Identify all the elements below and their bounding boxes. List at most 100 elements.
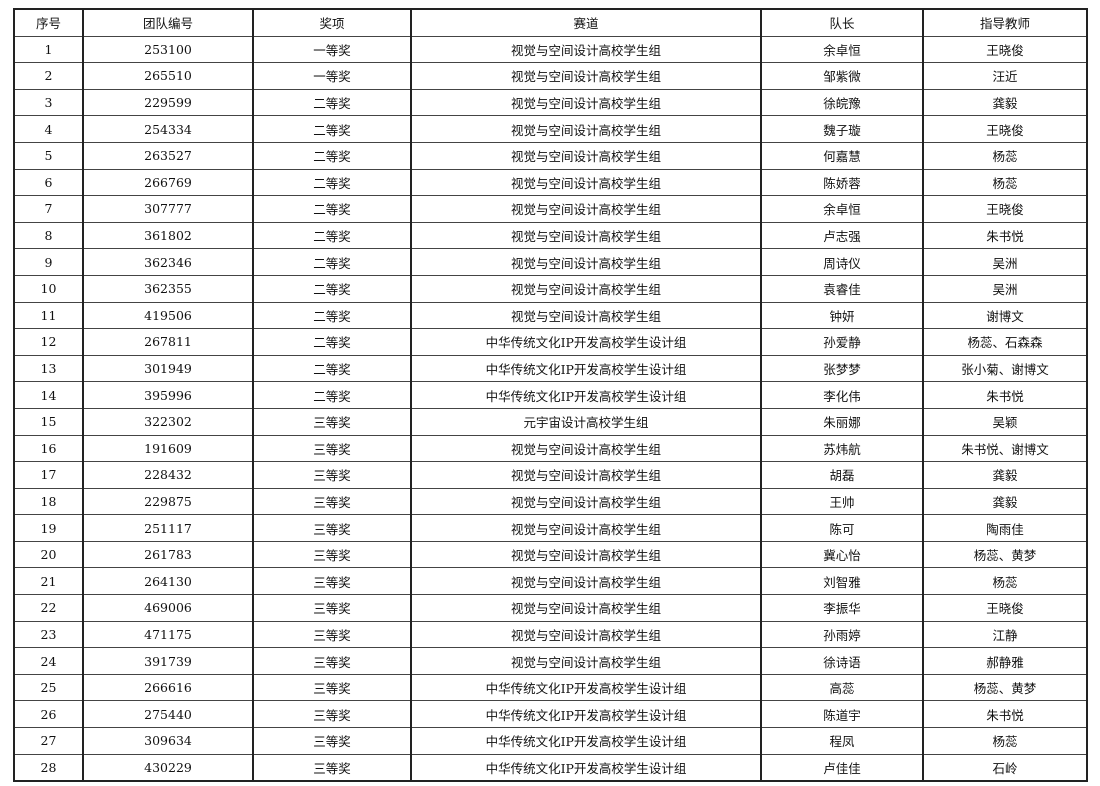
cell-advisor: 石岭	[922, 753, 1088, 782]
cell-track: 视觉与空间设计高校学生组	[410, 274, 762, 303]
cell-award: 二等奖	[252, 328, 412, 356]
table-row: 12 267811 二等奖 中华传统文化IP开发高校学生设计组 孙爱静 杨蕊、石森森	[13, 328, 1088, 356]
cell-captain: 卢志强	[760, 221, 924, 250]
cell-captain: 苏炜航	[760, 434, 924, 463]
table-row: 8 361802 二等奖 视觉与空间设计高校学生组 卢志强 朱书悦	[13, 221, 1088, 250]
cell-track: 视觉与空间设计高校学生组	[410, 141, 762, 170]
table-row: 9 362346 二等奖 视觉与空间设计高校学生组 周诗仪 吴洲	[13, 248, 1088, 276]
cell-captain: 王帅	[760, 487, 924, 516]
table-row: 28 430229 三等奖 中华传统文化IP开发高校学生设计组 卢佳佳 石岭	[13, 753, 1088, 782]
cell-captain: 冀心怡	[760, 540, 924, 569]
cell-advisor: 张小菊、谢博文	[922, 354, 1088, 383]
cell-captain: 高蕊	[760, 673, 924, 702]
cell-award: 二等奖	[252, 141, 412, 170]
cell-team-id: 229599	[82, 88, 254, 117]
table-row: 2 265510 一等奖 视觉与空间设计高校学生组 邹紫微 汪近	[13, 62, 1088, 90]
cell-team-id: 275440	[82, 700, 254, 729]
cell-track: 视觉与空间设计高校学生组	[410, 620, 762, 649]
cell-award: 一等奖	[252, 35, 412, 64]
table-row: 16 191609 三等奖 视觉与空间设计高校学生组 苏炜航 朱书悦、谢博文	[13, 434, 1088, 463]
cell-advisor: 龚毅	[922, 88, 1088, 117]
cell-track: 视觉与空间设计高校学生组	[410, 195, 762, 223]
cell-captain: 徐诗语	[760, 647, 924, 675]
cell-award: 二等奖	[252, 168, 412, 197]
cell-track: 视觉与空间设计高校学生组	[410, 221, 762, 250]
cell-track: 视觉与空间设计高校学生组	[410, 487, 762, 516]
cell-track: 视觉与空间设计高校学生组	[410, 647, 762, 675]
table-row: 15 322302 三等奖 元宇宙设计高校学生组 朱丽娜 吴颖	[13, 407, 1088, 436]
cell-captain: 邹紫微	[760, 62, 924, 90]
table-row: 22 469006 三等奖 视觉与空间设计高校学生组 李振华 王晓俊	[13, 594, 1088, 622]
cell-advisor: 杨蕊	[922, 141, 1088, 170]
table-row: 18 229875 三等奖 视觉与空间设计高校学生组 王帅 龚毅	[13, 487, 1088, 516]
cell-captain: 卢佳佳	[760, 753, 924, 782]
header-track: 赛道	[410, 8, 762, 37]
cell-advisor: 吴洲	[922, 274, 1088, 303]
cell-team-id: 265510	[82, 62, 254, 90]
cell-index: 27	[13, 727, 84, 755]
cell-award: 三等奖	[252, 620, 412, 649]
cell-index: 3	[13, 88, 84, 117]
cell-advisor: 王晓俊	[922, 195, 1088, 223]
cell-captain: 李化伟	[760, 381, 924, 409]
cell-captain: 陈可	[760, 514, 924, 542]
cell-team-id: 309634	[82, 727, 254, 755]
cell-advisor: 郝静雅	[922, 647, 1088, 675]
cell-award: 三等奖	[252, 594, 412, 622]
cell-team-id: 263527	[82, 141, 254, 170]
cell-captain: 朱丽娜	[760, 407, 924, 436]
cell-award: 三等奖	[252, 434, 412, 463]
cell-track: 视觉与空间设计高校学生组	[410, 301, 762, 330]
cell-index: 1	[13, 35, 84, 64]
cell-index: 2	[13, 62, 84, 90]
cell-award: 三等奖	[252, 753, 412, 782]
cell-index: 5	[13, 141, 84, 170]
cell-index: 15	[13, 407, 84, 436]
cell-track: 元宇宙设计高校学生组	[410, 407, 762, 436]
cell-team-id: 307777	[82, 195, 254, 223]
cell-advisor: 杨蕊	[922, 168, 1088, 197]
table-row: 3 229599 二等奖 视觉与空间设计高校学生组 徐皖豫 龚毅	[13, 88, 1088, 117]
cell-advisor: 朱书悦	[922, 221, 1088, 250]
header-team-id: 团队编号	[82, 8, 254, 37]
cell-index: 7	[13, 195, 84, 223]
cell-award: 三等奖	[252, 647, 412, 675]
cell-index: 14	[13, 381, 84, 409]
cell-advisor: 朱书悦	[922, 381, 1088, 409]
cell-team-id: 191609	[82, 434, 254, 463]
cell-award: 三等奖	[252, 727, 412, 755]
cell-index: 23	[13, 620, 84, 649]
cell-track: 中华传统文化IP开发高校学生设计组	[410, 727, 762, 755]
cell-track: 中华传统文化IP开发高校学生设计组	[410, 328, 762, 356]
cell-track: 视觉与空间设计高校学生组	[410, 88, 762, 117]
header-advisor: 指导教师	[922, 8, 1088, 37]
cell-captain: 陈道宇	[760, 700, 924, 729]
cell-award: 三等奖	[252, 487, 412, 516]
cell-index: 25	[13, 673, 84, 702]
cell-captain: 周诗仪	[760, 248, 924, 276]
cell-award: 三等奖	[252, 461, 412, 489]
cell-team-id: 362355	[82, 274, 254, 303]
cell-captain: 钟妍	[760, 301, 924, 330]
cell-track: 视觉与空间设计高校学生组	[410, 461, 762, 489]
cell-track: 视觉与空间设计高校学生组	[410, 594, 762, 622]
cell-index: 22	[13, 594, 84, 622]
cell-award: 三等奖	[252, 567, 412, 596]
cell-advisor: 朱书悦	[922, 700, 1088, 729]
cell-captain: 张梦梦	[760, 354, 924, 383]
cell-team-id: 361802	[82, 221, 254, 250]
cell-team-id: 251117	[82, 514, 254, 542]
cell-award: 二等奖	[252, 381, 412, 409]
cell-captain: 何嘉慧	[760, 141, 924, 170]
cell-index: 26	[13, 700, 84, 729]
cell-award: 三等奖	[252, 540, 412, 569]
cell-index: 24	[13, 647, 84, 675]
cell-advisor: 王晓俊	[922, 594, 1088, 622]
cell-advisor: 杨蕊	[922, 727, 1088, 755]
cell-index: 10	[13, 274, 84, 303]
cell-captain: 余卓恒	[760, 35, 924, 64]
header-award: 奖项	[252, 8, 412, 37]
cell-team-id: 362346	[82, 248, 254, 276]
cell-award: 二等奖	[252, 354, 412, 383]
cell-award: 二等奖	[252, 248, 412, 276]
